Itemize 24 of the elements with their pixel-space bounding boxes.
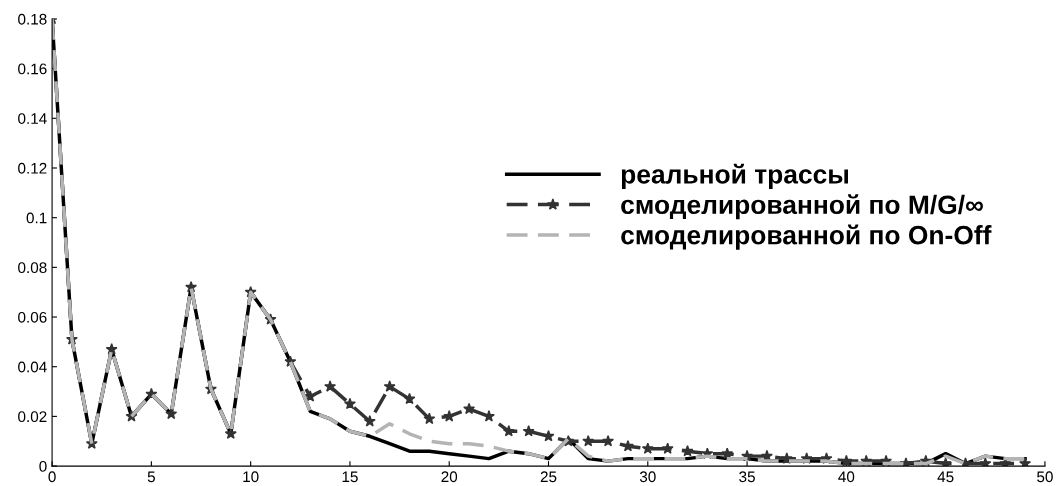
- x-tick-label: 20: [441, 471, 458, 483]
- x-tick-label: 45: [937, 471, 954, 483]
- legend-label: смоделированной по M/G/∞: [621, 194, 983, 220]
- y-tick-label: 0.14: [18, 113, 47, 124]
- y-tick-label: 0.06: [18, 311, 47, 323]
- y-tick-label: 0.12: [18, 162, 47, 174]
- y-tick-label: 0.08: [18, 262, 47, 274]
- legend-label: смоделированной по On-Off: [621, 224, 992, 250]
- x-tick-label: 15: [342, 471, 358, 483]
- y-tick-label: 0.18: [18, 13, 47, 25]
- x-tick-label: 50: [1037, 471, 1053, 483]
- x-tick-label: 30: [639, 471, 656, 483]
- x-tick-label: 10: [243, 471, 259, 483]
- x-tick-label: 25: [540, 471, 557, 483]
- y-tick-label: 0: [39, 460, 47, 472]
- x-tick-label: 40: [838, 471, 855, 483]
- x-tick-label: 0: [48, 471, 56, 483]
- y-tick-label: 0.04: [18, 361, 47, 373]
- y-tick-label: 0.16: [18, 63, 47, 75]
- y-tick-label: 0.1: [26, 212, 47, 224]
- legend-label: реальной трассы: [621, 163, 848, 189]
- y-tick-label: 0.02: [18, 411, 47, 423]
- x-tick-label: 5: [147, 471, 155, 483]
- x-tick-label: 35: [739, 471, 755, 483]
